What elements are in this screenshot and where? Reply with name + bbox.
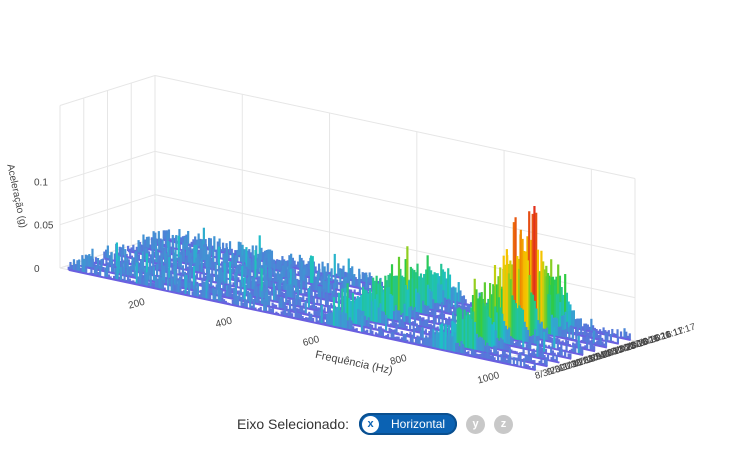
z-tick-label: 0.1 [34,177,48,188]
x-tick-label: 200 [127,297,146,312]
x-tick-label: 400 [214,315,233,330]
x-axis-title: Frequência (Hz) [314,349,394,377]
z-axis-title: Aceleração (g) [4,163,28,229]
sidewall-gridline-z [59,194,156,226]
floor-right-edge [539,340,636,372]
chart-traces [67,206,631,372]
x-tick-label: 1000 [476,370,501,386]
axis-selector: Eixo Selecionado: x Horizontal y z [0,408,750,440]
sidewall-gridline-z [59,150,156,182]
axis-z-button[interactable]: z [494,414,514,434]
backwall-gridline-z [154,150,636,255]
z-tick-label: 0 [34,264,40,275]
axis-x-key: x [362,415,380,433]
z-tick-label: 0.05 [34,221,54,232]
backwall-top-edge [154,75,636,179]
x-tick-label: 600 [302,334,321,349]
axis-x-button[interactable]: x Horizontal [359,413,458,435]
x-tick-label: 800 [389,353,408,368]
series-trace [67,258,536,372]
axis-selector-label: Eixo Selecionado: [236,416,350,432]
waterfall-chart: 0 0.05 0.1 Aceleração (g) 200 400 600 800 1000 Fr… [4,75,697,387]
axis-y-button[interactable]: y [466,414,486,434]
sidewall-top-edge [59,75,156,106]
series-baseline [68,268,536,372]
axis-x-label: Horizontal [391,417,446,431]
series-label: 17/3/2020 11:17 [629,321,697,351]
